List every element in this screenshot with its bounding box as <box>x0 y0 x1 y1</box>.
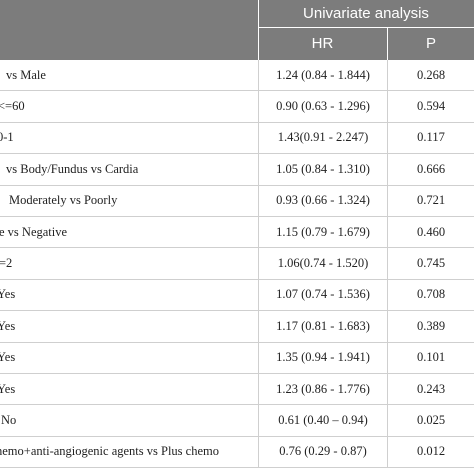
row-label: No <box>1 412 17 427</box>
table-row: vs Body/Fundus vs Cardia 1.05 (0.84 - 1.… <box>0 154 474 186</box>
row-label: Yes <box>0 318 16 333</box>
row-label: vs Male <box>6 67 46 82</box>
table-row: Yes 1.07 (0.74 - 1.536) 0.708 <box>0 279 474 312</box>
hr-cell: 0.61 (0.40 – 0.94) <box>258 405 387 436</box>
hr-cell: 1.06(0.74 - 1.520) <box>258 248 387 279</box>
column-divider <box>387 27 388 60</box>
hr-cell: 1.17 (0.81 - 1.683) <box>258 311 387 342</box>
p-cell: 0.268 <box>387 60 474 91</box>
table-row: hemo+anti-angiogenic agents vs Plus chem… <box>0 436 474 469</box>
row-label: Yes <box>0 287 16 302</box>
row-label: <=60 <box>0 99 25 114</box>
univariate-analysis-heading: Univariate analysis <box>303 5 429 22</box>
hr-column-header: HR <box>311 35 334 52</box>
p-cell: 0.025 <box>387 405 474 436</box>
row-label: Yes <box>0 381 16 396</box>
hr-cell: 0.76 (0.29 - 0.87) <box>258 436 387 468</box>
p-cell: 0.594 <box>387 91 474 122</box>
table-row: Yes 1.35 (0.94 - 1.941) 0.101 <box>0 342 474 374</box>
hr-cell: 1.43(0.91 - 2.247) <box>258 122 387 154</box>
p-cell: 0.721 <box>387 185 474 216</box>
hr-cell: 1.05 (0.84 - 1.310) <box>258 154 387 185</box>
table-row: Moderately vs Poorly 0.93 (0.66 - 1.324)… <box>0 185 474 217</box>
p-column-header: P <box>425 35 436 52</box>
p-cell: 0.101 <box>387 342 474 373</box>
row-label: Moderately vs Poorly <box>9 193 118 208</box>
table-header-group: Univariate analysis <box>0 0 474 27</box>
hr-cell: 1.35 (0.94 - 1.941) <box>258 342 387 373</box>
row-label: 0-1 <box>0 130 14 145</box>
table-row: <=60 0.90 (0.63 - 1.296) 0.594 <box>0 91 474 123</box>
row-label: Yes <box>0 350 16 365</box>
p-cell: 0.117 <box>387 122 474 154</box>
hr-cell: 1.24 (0.84 - 1.844) <box>258 60 387 91</box>
column-divider <box>258 27 259 60</box>
table-row: Yes 1.17 (0.81 - 1.683) 0.389 <box>0 311 474 343</box>
row-label: =2 <box>0 256 13 271</box>
p-cell: 0.708 <box>387 279 474 311</box>
hr-cell: 1.23 (0.86 - 1.776) <box>258 373 387 405</box>
p-cell: 0.012 <box>387 436 474 468</box>
table-row: vs Male 1.24 (0.84 - 1.844) 0.268 <box>0 60 474 92</box>
p-cell: 0.389 <box>387 311 474 342</box>
table-row: =2 1.06(0.74 - 1.520) 0.745 <box>0 248 474 280</box>
table-row: Yes 1.23 (0.86 - 1.776) 0.243 <box>0 373 474 406</box>
hr-cell: 1.07 (0.74 - 1.536) <box>258 279 387 311</box>
hr-cell: 0.93 (0.66 - 1.324) <box>258 185 387 216</box>
header-divider <box>258 27 474 28</box>
row-label: hemo+anti-angiogenic agents vs Plus chem… <box>0 444 219 459</box>
row-label: e vs Negative <box>0 224 68 239</box>
table-row: No 0.61 (0.40 – 0.94) 0.025 <box>0 405 474 437</box>
table-row: e vs Negative 1.15 (0.79 - 1.679) 0.460 <box>0 216 474 249</box>
row-label: vs Body/Fundus vs Cardia <box>6 161 139 176</box>
column-divider <box>258 0 259 27</box>
hr-cell: 1.15 (0.79 - 1.679) <box>258 216 387 248</box>
p-cell: 0.460 <box>387 216 474 248</box>
hr-cell: 0.90 (0.63 - 1.296) <box>258 91 387 122</box>
table-body: vs Male 1.24 (0.84 - 1.844) 0.268 <=60 0… <box>0 60 474 469</box>
p-cell: 0.243 <box>387 373 474 405</box>
table-row: 0-1 1.43(0.91 - 2.247) 0.117 <box>0 122 474 155</box>
p-cell: 0.666 <box>387 154 474 185</box>
table-header-columns: HR P <box>0 27 474 60</box>
p-cell: 0.745 <box>387 248 474 279</box>
